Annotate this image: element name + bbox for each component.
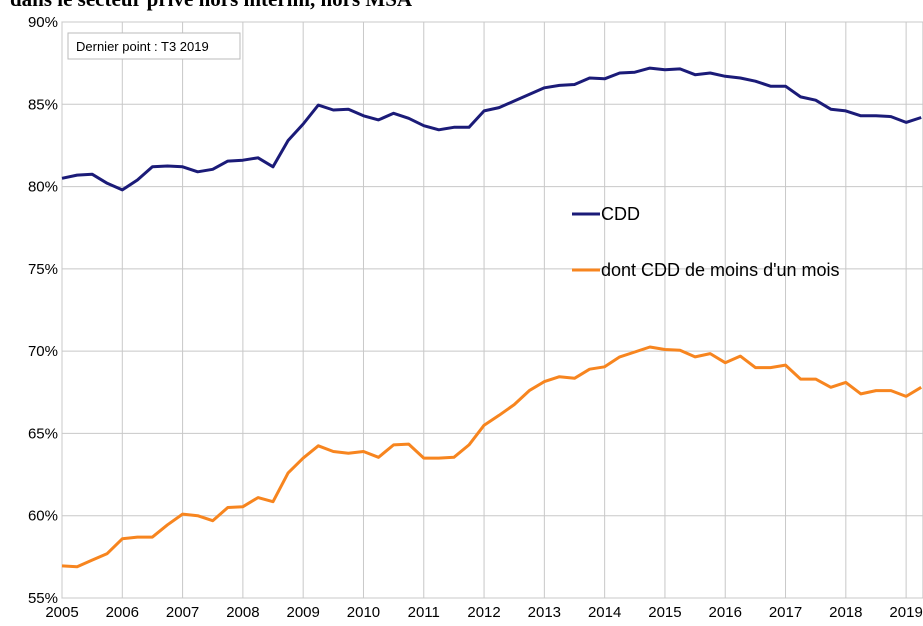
x-tick-label: 2017 bbox=[769, 604, 802, 621]
legend-label: dont CDD de moins d'un mois bbox=[601, 260, 840, 280]
y-tick-label: 90% bbox=[28, 14, 58, 31]
x-tick-label: 2011 bbox=[408, 604, 440, 621]
x-tick-label: 2005 bbox=[45, 604, 78, 621]
x-tick-label: 2018 bbox=[829, 604, 862, 621]
series-line bbox=[61, 345, 922, 569]
x-tick-label: 2015 bbox=[648, 604, 681, 621]
y-tick-label: 85% bbox=[28, 96, 58, 113]
x-tick-label: 2006 bbox=[106, 604, 139, 621]
x-tick-label: 2012 bbox=[467, 604, 500, 621]
x-tick-label: 2013 bbox=[528, 604, 561, 621]
x-tick-label: 2008 bbox=[226, 604, 259, 621]
annotation: Dernier point : T3 2019 bbox=[76, 39, 209, 54]
y-tick-label: 70% bbox=[28, 343, 58, 360]
legend-label: CDD bbox=[601, 204, 640, 224]
y-tick-label: 75% bbox=[28, 261, 58, 278]
y-tick-label: 65% bbox=[28, 425, 58, 442]
x-tick-label: 2010 bbox=[347, 604, 380, 621]
x-tick-label: 2007 bbox=[166, 604, 199, 621]
x-tick-label: 2014 bbox=[588, 604, 621, 621]
y-tick-label: 60% bbox=[28, 508, 58, 525]
x-tick-label: 2009 bbox=[286, 604, 319, 621]
y-tick-label: 55% bbox=[28, 590, 58, 607]
series-line bbox=[61, 66, 922, 192]
y-tick-label: 80% bbox=[28, 179, 58, 196]
plot-area bbox=[61, 21, 923, 599]
x-tick-label: 2019 bbox=[889, 604, 922, 621]
x-tick-label: 2016 bbox=[709, 604, 742, 621]
chart-title: dans le secteur privé hors intérim, hors… bbox=[10, 0, 413, 11]
annotation-box bbox=[67, 32, 241, 60]
